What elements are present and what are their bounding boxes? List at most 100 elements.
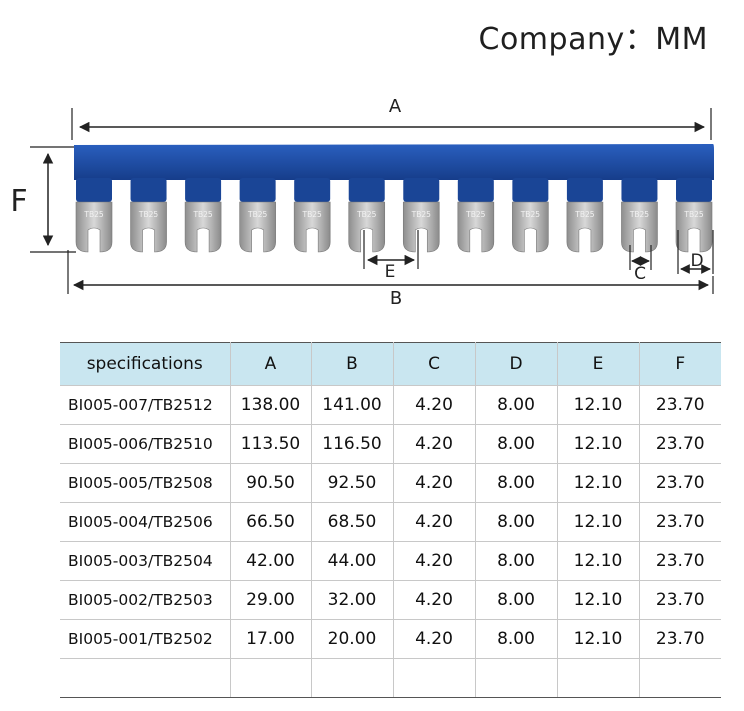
cell-a: 113.50 xyxy=(230,424,312,464)
terminal-fork xyxy=(512,201,549,253)
bar-tooth xyxy=(621,178,658,202)
cell-spec xyxy=(60,658,231,698)
label-e: E xyxy=(385,262,396,282)
cell-e xyxy=(557,658,640,698)
terminal-marking: TB25 xyxy=(629,210,649,219)
cell-b xyxy=(311,658,394,698)
header-b: B xyxy=(311,342,394,386)
cell-d: 8.00 xyxy=(475,502,558,542)
cell-a: 66.50 xyxy=(230,502,312,542)
bar-tooth xyxy=(130,178,167,202)
cell-f: 23.70 xyxy=(639,580,721,620)
label-b: B xyxy=(390,288,402,309)
cell-e: 12.10 xyxy=(557,502,640,542)
table-row: BI005-002/TB2503 29.00 32.00 4.20 8.00 1… xyxy=(60,580,721,620)
header-d: D xyxy=(475,342,558,386)
header-c: C xyxy=(393,342,476,386)
dimension-e: E xyxy=(363,230,419,282)
cell-d xyxy=(475,658,558,698)
cell-spec: BI005-004/TB2506 xyxy=(60,502,231,542)
terminal-fork xyxy=(130,201,167,253)
table-row: BI005-007/TB2512 138.00 141.00 4.20 8.00… xyxy=(60,385,721,425)
cell-spec: BI005-002/TB2503 xyxy=(60,580,231,620)
cell-b: 20.00 xyxy=(311,619,394,659)
label-d: D xyxy=(690,251,703,271)
cell-a: 29.00 xyxy=(230,580,312,620)
cell-f: 23.70 xyxy=(639,619,721,659)
cell-a: 17.00 xyxy=(230,619,312,659)
cell-c: 4.20 xyxy=(393,580,476,620)
terminal-fork xyxy=(239,201,276,253)
bar-tooth xyxy=(676,178,712,202)
cell-d: 8.00 xyxy=(475,385,558,425)
cell-d: 8.00 xyxy=(475,619,558,659)
cell-d: 8.00 xyxy=(475,580,558,620)
cell-e: 12.10 xyxy=(557,463,640,503)
dimension-d: D xyxy=(677,230,714,274)
specifications-table: specifications A B C D E F BI005-007/TB2… xyxy=(60,342,721,698)
terminal-marking: TB25 xyxy=(192,210,212,219)
terminal-marking: TB25 xyxy=(411,210,431,219)
cell-a: 90.50 xyxy=(230,463,312,503)
cell-e: 12.10 xyxy=(557,424,640,464)
label-f: F xyxy=(10,184,27,219)
cell-e: 12.10 xyxy=(557,580,640,620)
cell-a: 42.00 xyxy=(230,541,312,581)
terminal-fork xyxy=(566,201,604,253)
terminal-marking: TB25 xyxy=(683,210,703,219)
table-row: BI005-005/TB2508 90.50 92.50 4.20 8.00 1… xyxy=(60,463,721,503)
cell-f xyxy=(639,658,721,698)
bar-tooth xyxy=(457,178,494,202)
terminal-fork xyxy=(621,201,658,253)
cell-c xyxy=(393,658,476,698)
cell-f: 23.70 xyxy=(639,385,721,425)
cell-d: 8.00 xyxy=(475,424,558,464)
cell-d: 8.00 xyxy=(475,463,558,503)
terminal-fork xyxy=(457,201,495,253)
terminal-fork xyxy=(75,201,113,253)
table-row: BI005-004/TB2506 66.50 68.50 4.20 8.00 1… xyxy=(60,502,721,542)
terminal-fork xyxy=(348,201,386,253)
label-c: C xyxy=(634,264,646,284)
cell-e: 12.10 xyxy=(557,385,640,425)
dimension-b: B xyxy=(67,250,714,309)
header-a: A xyxy=(230,342,312,386)
cell-f: 23.70 xyxy=(639,463,721,503)
bar-tooth xyxy=(185,178,222,202)
jumper-bar-diagram: A F TB25 TB25 TB25 TB25 TB25 TB25 TB25 TB25 TB25… xyxy=(10,96,714,309)
bar-tooth xyxy=(566,178,603,202)
cell-c: 4.20 xyxy=(393,541,476,581)
cell-spec: BI005-001/TB2502 xyxy=(60,619,231,659)
table-row: BI005-001/TB2502 17.00 20.00 4.20 8.00 1… xyxy=(60,619,721,659)
terminal-marking: TB25 xyxy=(520,210,540,219)
header-specifications: specifications xyxy=(60,342,231,386)
terminal-marking: TB25 xyxy=(356,210,376,219)
company-label: Company：MM xyxy=(478,22,708,57)
bar-tooth xyxy=(512,178,549,202)
dimension-a: A xyxy=(71,96,712,140)
table-header-row: specifications A B C D E F xyxy=(60,342,721,386)
terminal-marking: TB25 xyxy=(83,210,103,219)
cell-c: 4.20 xyxy=(393,463,476,503)
cell-spec: BI005-007/TB2512 xyxy=(60,385,231,425)
cell-c: 4.20 xyxy=(393,385,476,425)
bar-tooth xyxy=(294,178,331,202)
bar-tooth xyxy=(76,178,112,202)
cell-spec: BI005-006/TB2510 xyxy=(60,424,231,464)
terminal-marking: TB25 xyxy=(247,210,267,219)
cell-b: 44.00 xyxy=(311,541,394,581)
cell-b: 92.50 xyxy=(311,463,394,503)
cell-c: 4.20 xyxy=(393,619,476,659)
table-row: BI005-006/TB2510 113.50 116.50 4.20 8.00… xyxy=(60,424,721,464)
cell-b: 141.00 xyxy=(311,385,394,425)
terminal-marking: TB25 xyxy=(574,210,594,219)
header-e: E xyxy=(557,342,640,386)
header-f: F xyxy=(639,342,721,386)
bar-tooth xyxy=(239,178,276,202)
terminal-fork xyxy=(402,201,440,253)
terminal-fork xyxy=(675,201,713,253)
cell-f: 23.70 xyxy=(639,541,721,581)
cell-e: 12.10 xyxy=(557,619,640,659)
cell-e: 12.10 xyxy=(557,541,640,581)
dimension-c: C xyxy=(629,245,652,284)
